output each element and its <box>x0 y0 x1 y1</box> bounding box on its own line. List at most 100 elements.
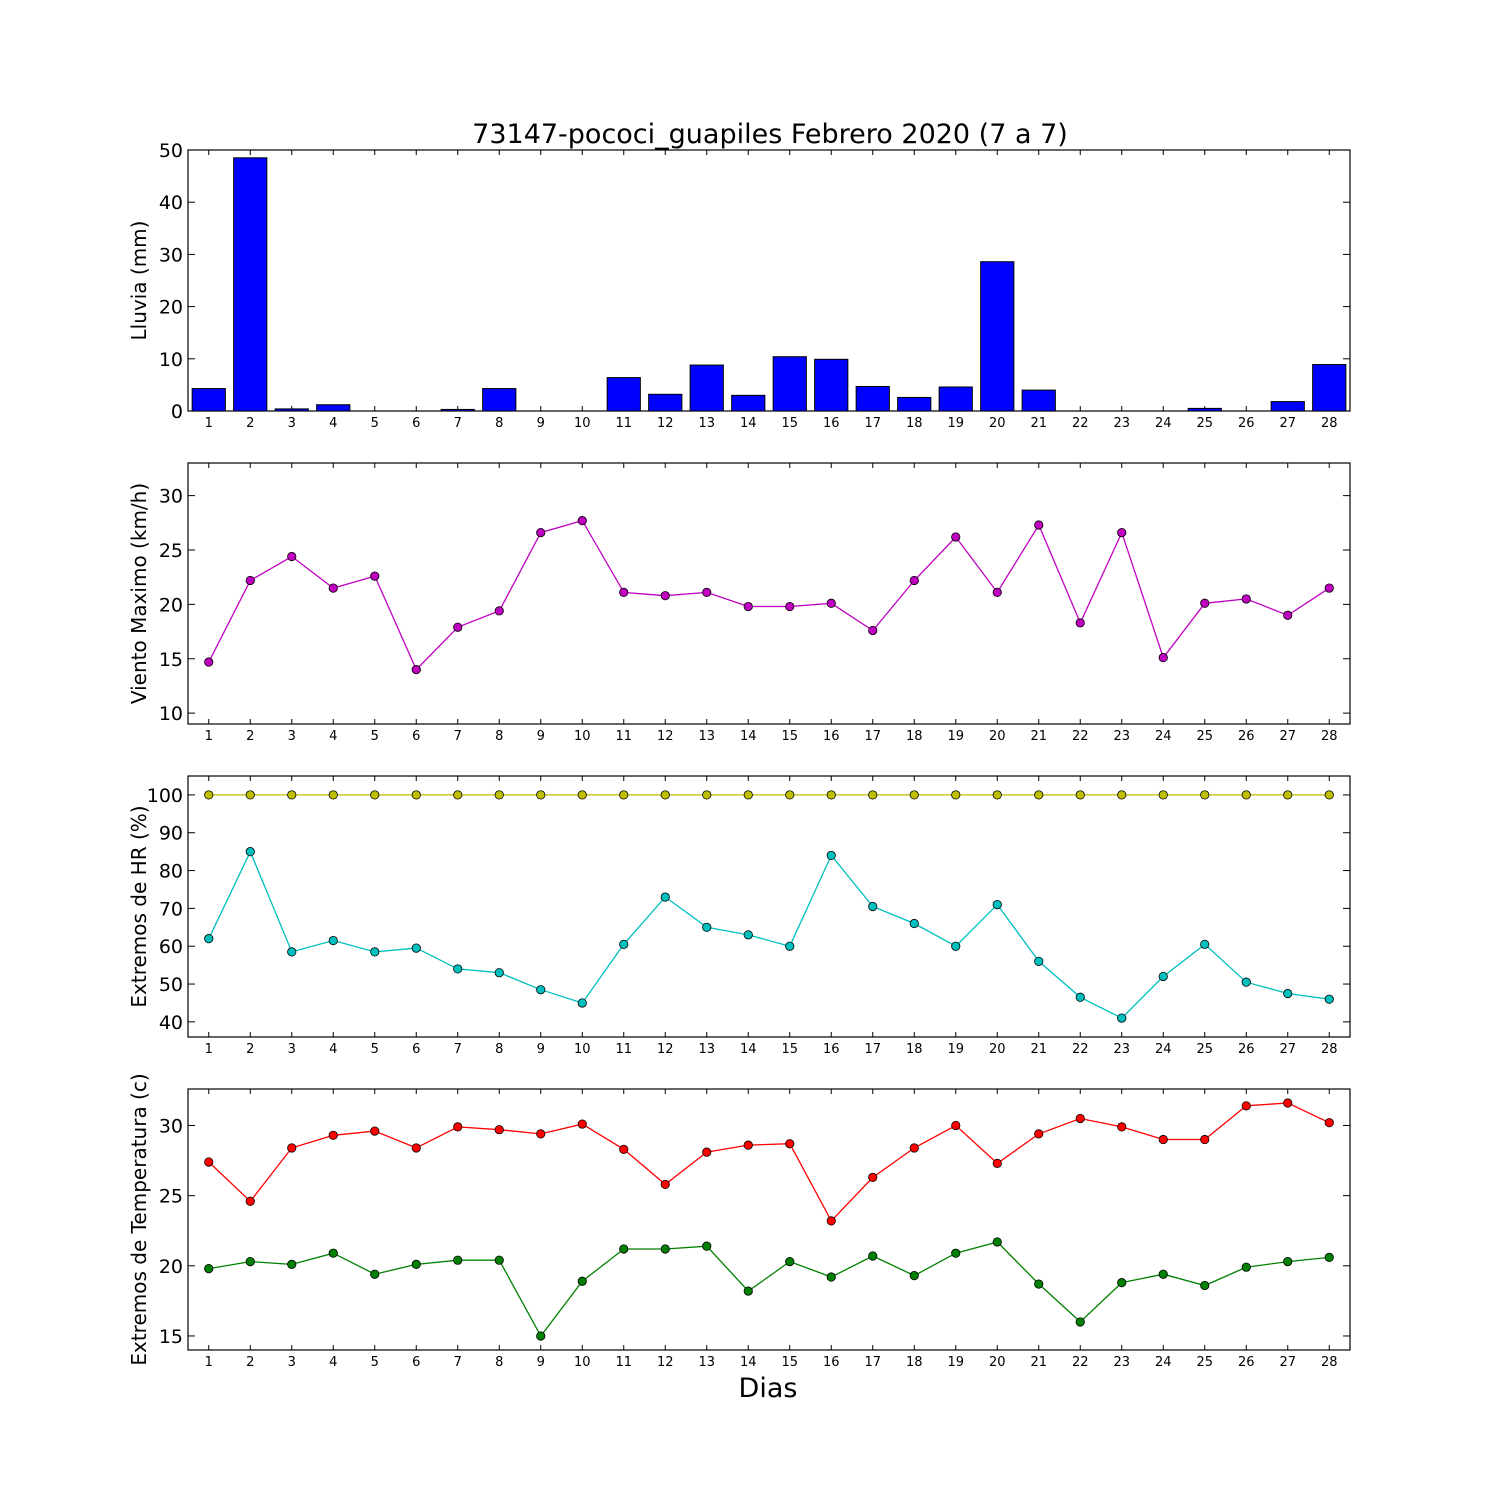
x-tick-label: 1 <box>205 1355 213 1370</box>
x-tick-label: 1 <box>205 416 213 431</box>
point-extremos-de-temperatura-c-s1-day-11 <box>619 1144 629 1154</box>
point-extremos-de-hr-s2-day-6 <box>411 943 421 953</box>
x-tick-label: 8 <box>495 1355 503 1370</box>
point-extremos-de-temperatura-c-s1-day-5 <box>370 1126 380 1136</box>
x-tick-label: 17 <box>864 1355 881 1370</box>
bar-day-13 <box>689 364 724 412</box>
point-extremos-de-hr-s2-day-2 <box>245 847 255 857</box>
bar-day-3 <box>274 408 309 412</box>
series-line <box>208 1102 1330 1222</box>
point-extremos-de-hr-s2-day-24 <box>1158 971 1168 982</box>
point-viento-maximo-km-h-s1-day-26 <box>1241 594 1251 604</box>
point-extremos-de-hr-s1-day-27 <box>1283 790 1293 800</box>
point-extremos-de-hr-s2-day-11 <box>619 939 629 949</box>
y-tick-label: 90 <box>159 823 183 845</box>
x-tick-label: 26 <box>1238 1042 1255 1057</box>
x-tick-label: 22 <box>1072 416 1089 431</box>
point-extremos-de-temperatura-c-s2-day-23 <box>1117 1278 1127 1288</box>
point-extremos-de-hr-s2-day-27 <box>1283 988 1293 999</box>
x-tick-label: 28 <box>1321 416 1338 431</box>
point-extremos-de-hr-s2-day-17 <box>868 901 878 912</box>
point-extremos-de-hr-s2-day-13 <box>702 922 712 932</box>
point-extremos-de-temperatura-c-s1-day-23 <box>1117 1122 1127 1132</box>
point-extremos-de-hr-s1-day-15 <box>785 790 795 800</box>
x-tick-label: 8 <box>495 1042 503 1057</box>
bar-day-21 <box>1021 389 1056 412</box>
point-extremos-de-temperatura-c-s2-day-19 <box>951 1248 961 1258</box>
point-extremos-de-hr-s1-day-4 <box>328 790 338 800</box>
x-tick-label: 21 <box>1030 1042 1047 1057</box>
point-extremos-de-hr-s1-day-5 <box>370 790 380 800</box>
point-viento-maximo-km-h-s1-day-12 <box>660 591 670 601</box>
point-extremos-de-temperatura-c-s1-day-10 <box>577 1119 587 1129</box>
y-tick-label: 30 <box>159 1115 183 1137</box>
bar-day-2 <box>233 157 268 412</box>
bar-day-28 <box>1312 364 1347 412</box>
point-extremos-de-temperatura-c-s1-day-20 <box>992 1158 1002 1168</box>
x-tick-label: 24 <box>1155 416 1172 431</box>
point-extremos-de-temperatura-c-s1-day-3 <box>287 1143 297 1153</box>
x-tick-label: 24 <box>1155 729 1172 744</box>
point-viento-maximo-km-h-s1-day-5 <box>370 571 380 581</box>
x-tick-label: 8 <box>495 416 503 431</box>
chart-title: 73147-pococi_guapiles Febrero 2020 (7 a … <box>472 119 1068 150</box>
x-tick-label: 18 <box>906 729 923 744</box>
x-tick-label: 11 <box>615 729 632 744</box>
x-tick-label: 4 <box>329 1355 337 1370</box>
bar-day-16 <box>814 358 849 412</box>
point-extremos-de-hr-s1-day-14 <box>743 790 753 800</box>
point-extremos-de-temperatura-c-s2-day-18 <box>909 1271 919 1281</box>
point-viento-maximo-km-h-s1-day-3 <box>287 551 297 562</box>
x-tick-label: 13 <box>698 1042 715 1057</box>
x-tick-label: 22 <box>1072 1355 1089 1370</box>
x-tick-label: 6 <box>412 1355 420 1370</box>
point-viento-maximo-km-h-s1-day-13 <box>702 587 712 598</box>
x-tick-label: 16 <box>823 1355 840 1370</box>
point-extremos-de-hr-s1-day-18 <box>909 790 919 800</box>
point-extremos-de-hr-s2-day-22 <box>1075 992 1085 1002</box>
point-extremos-de-temperatura-c-s2-day-9 <box>536 1331 546 1341</box>
x-tick-label: 16 <box>823 729 840 744</box>
point-extremos-de-temperatura-c-s2-day-14 <box>743 1286 753 1296</box>
y-axis-label: Extremos de Temperatura (c) <box>127 1073 151 1365</box>
point-extremos-de-temperatura-c-s1-day-7 <box>453 1122 463 1132</box>
point-extremos-de-hr-s2-day-1 <box>204 934 214 944</box>
x-tick-label: 2 <box>246 729 254 744</box>
point-extremos-de-hr-s2-day-28 <box>1324 994 1334 1004</box>
point-extremos-de-temperatura-c-s1-day-18 <box>909 1143 919 1153</box>
x-tick-label: 18 <box>906 416 923 431</box>
x-tick-label: 2 <box>246 416 254 431</box>
bar-day-20 <box>980 261 1015 412</box>
x-tick-label: 20 <box>989 416 1006 431</box>
point-extremos-de-hr-s1-day-9 <box>536 790 546 800</box>
x-tick-label: 21 <box>1030 1355 1047 1370</box>
y-tick-label: 40 <box>159 1012 183 1034</box>
point-extremos-de-hr-s2-day-19 <box>951 941 961 951</box>
point-extremos-de-temperatura-c-s1-day-14 <box>743 1140 753 1150</box>
x-tick-label: 6 <box>412 1042 420 1057</box>
x-tick-label: 14 <box>740 1042 757 1057</box>
x-tick-label: 12 <box>657 1355 674 1370</box>
x-tick-label: 17 <box>864 1042 881 1057</box>
y-tick-label: 20 <box>159 594 183 616</box>
point-extremos-de-hr-s2-day-14 <box>743 930 753 940</box>
point-extremos-de-temperatura-c-s1-day-24 <box>1158 1134 1168 1145</box>
point-viento-maximo-km-h-s1-day-6 <box>411 665 421 675</box>
point-extremos-de-hr-s1-day-28 <box>1324 790 1334 800</box>
point-extremos-de-hr-s1-day-16 <box>826 790 836 800</box>
x-tick-label: 20 <box>989 1042 1006 1057</box>
point-extremos-de-temperatura-c-s2-day-3 <box>287 1259 297 1270</box>
x-tick-label: 9 <box>537 416 545 431</box>
x-tick-label: 27 <box>1279 729 1296 744</box>
bar-day-8 <box>482 388 517 412</box>
point-extremos-de-hr-s1-day-6 <box>411 790 421 800</box>
point-extremos-de-hr-s2-day-8 <box>494 968 504 978</box>
bar-day-7 <box>440 408 475 412</box>
bar-day-11 <box>606 377 641 412</box>
point-extremos-de-temperatura-c-s2-day-4 <box>328 1248 338 1258</box>
x-tick-label: 10 <box>574 1042 591 1057</box>
point-extremos-de-hr-s2-day-9 <box>536 985 546 995</box>
bar-day-25 <box>1187 407 1222 412</box>
point-extremos-de-temperatura-c-s2-day-1 <box>204 1264 214 1274</box>
